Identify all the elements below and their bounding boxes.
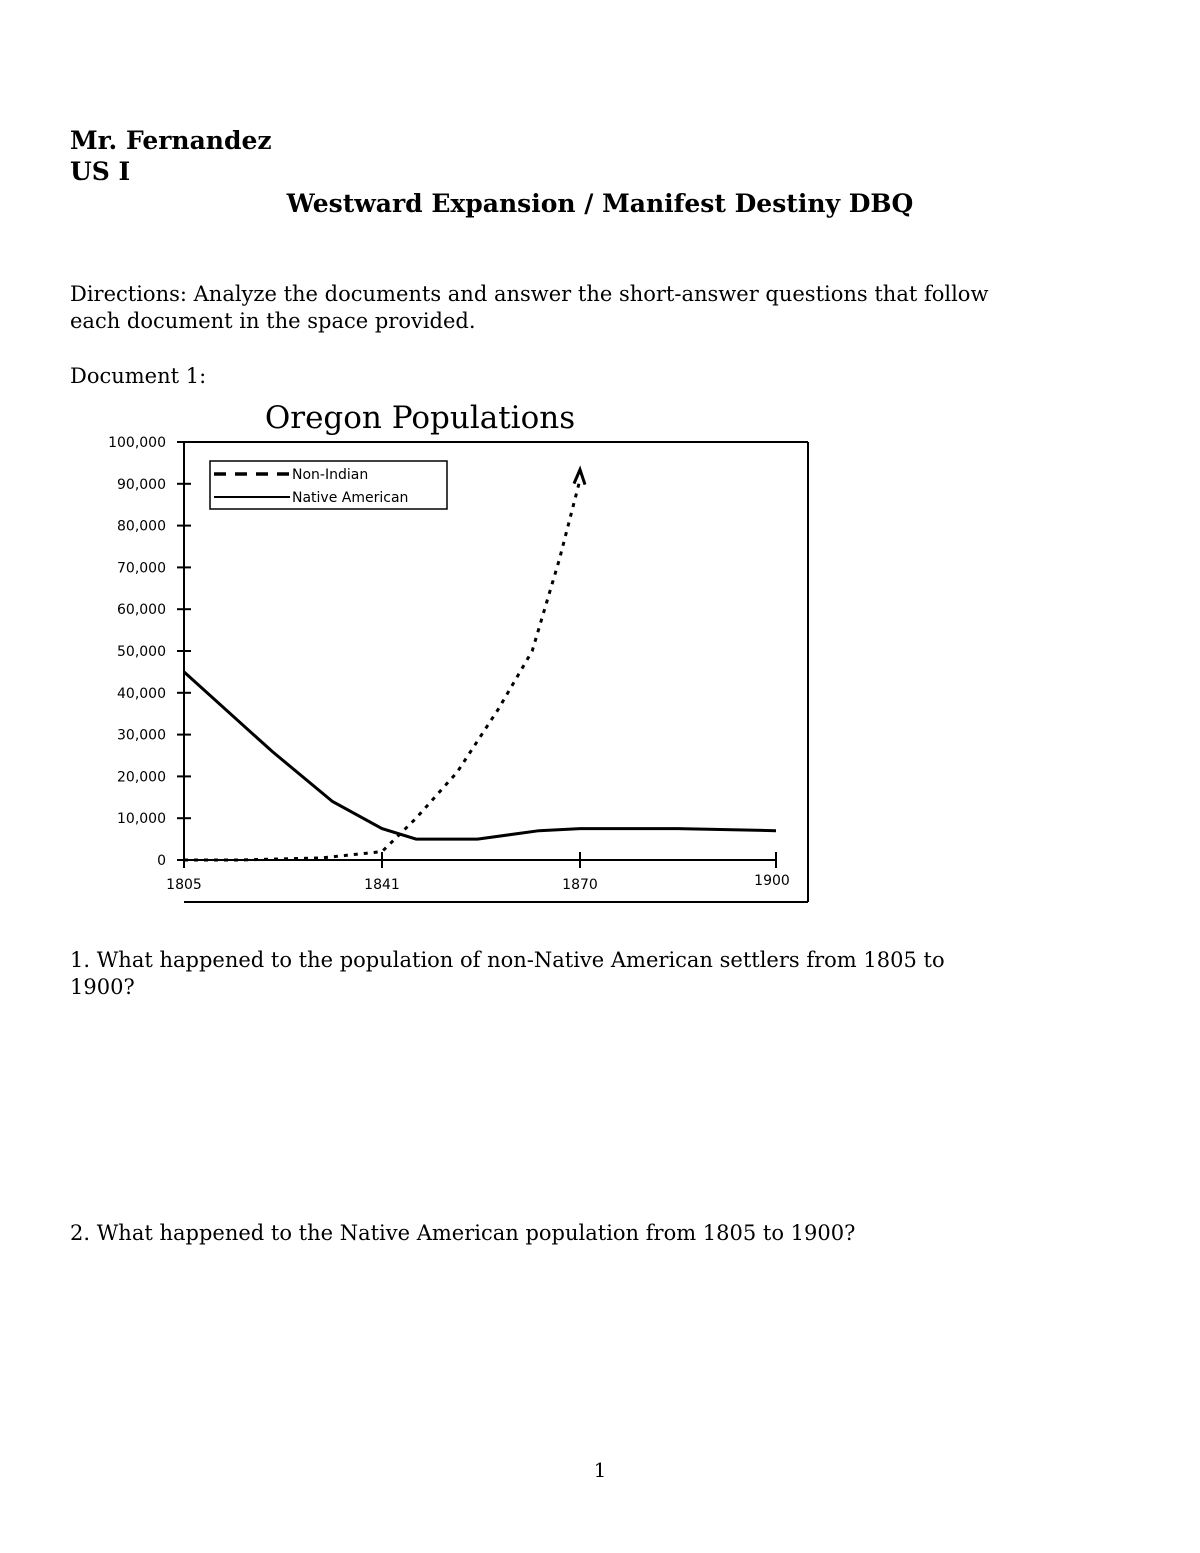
arrow-icon — [572, 465, 587, 486]
y-tick-label: 30,000 — [117, 728, 166, 744]
x-tick-label: 1900 — [754, 873, 790, 889]
legend-label: Non-Indian — [292, 467, 368, 483]
chart-title: Oregon Populations — [265, 400, 575, 436]
legend-box — [209, 460, 448, 510]
y-tick-label: 100,000 — [108, 435, 166, 451]
oregon-populations-chart: Oregon Populations 0 10,000 20,000 30,000 40,… — [108, 400, 809, 903]
y-tick-label: 40,000 — [117, 686, 166, 702]
document-title: Westward Expansion / Manifest Destiny DB… — [286, 189, 914, 218]
y-tick-label: 90,000 — [117, 477, 166, 493]
question-1-line-2: 1900? — [70, 975, 135, 999]
directions-line-1: Directions: Analyze the documents and an… — [70, 282, 989, 306]
y-tick-label: 70,000 — [117, 560, 166, 576]
x-tick-label: 1805 — [166, 877, 202, 893]
y-tick-label: 60,000 — [117, 602, 166, 618]
series-line-native-american — [182, 670, 777, 841]
course-name: US I — [70, 157, 131, 186]
legend-label: Native American — [292, 490, 408, 506]
y-tick-label: 50,000 — [117, 644, 166, 660]
document-label: Document 1: — [70, 364, 207, 388]
directions-line-2: each document in the space provided. — [70, 309, 476, 333]
x-tick-label: 1841 — [364, 877, 400, 893]
question-1-line-1: 1. What happened to the population of no… — [70, 948, 945, 972]
y-tick-label: 10,000 — [117, 811, 166, 827]
question-2: 2. What happened to the Native American … — [70, 1221, 856, 1245]
y-tick-label: 20,000 — [117, 769, 166, 785]
y-tick-label: 80,000 — [117, 519, 166, 535]
series-line-non-indian — [184, 479, 582, 862]
chart-legend: Non-Indian Native American — [209, 460, 448, 510]
y-tick-label: 0 — [157, 853, 166, 869]
x-tick-label: 1870 — [562, 877, 598, 893]
page-number: 1 — [593, 1458, 607, 1482]
teacher-name: Mr. Fernandez — [70, 126, 272, 155]
